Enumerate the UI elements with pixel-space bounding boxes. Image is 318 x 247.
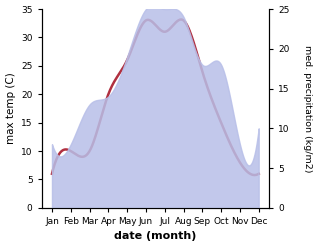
Y-axis label: max temp (C): max temp (C)	[5, 73, 16, 144]
Y-axis label: med. precipitation (kg/m2): med. precipitation (kg/m2)	[303, 45, 313, 172]
X-axis label: date (month): date (month)	[114, 231, 197, 242]
